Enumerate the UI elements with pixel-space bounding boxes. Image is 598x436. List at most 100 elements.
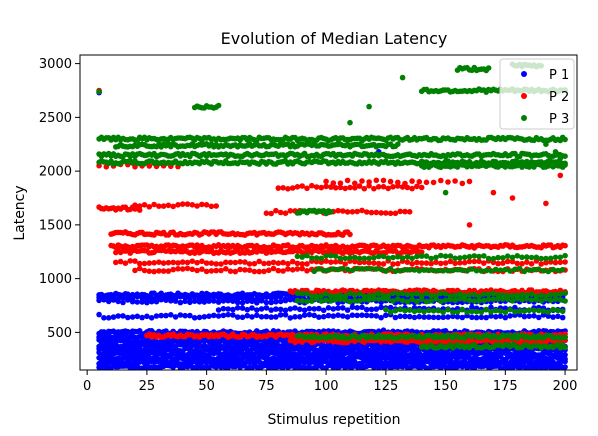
data-point [531, 307, 537, 314]
data-point [189, 266, 196, 273]
data-point [414, 183, 420, 190]
data-point [156, 203, 162, 209]
data-point [320, 267, 327, 274]
data-point [390, 184, 396, 190]
data-point [194, 267, 200, 274]
data-point [409, 261, 415, 267]
data-point [438, 298, 444, 305]
y-tick-label: 2000 [39, 165, 72, 180]
data-point [404, 291, 411, 298]
data-point [304, 298, 310, 305]
data-point [536, 266, 542, 273]
data-point [406, 313, 413, 320]
data-point [201, 314, 208, 320]
data-point [309, 255, 315, 261]
data-point [375, 260, 382, 267]
data-point [399, 290, 406, 297]
data-point [552, 254, 559, 261]
data-point [356, 291, 363, 297]
data-point [519, 296, 525, 303]
series-p1 [96, 89, 568, 370]
data-point [466, 253, 473, 260]
data-point [227, 259, 234, 266]
data-point [552, 149, 559, 155]
data-point [483, 314, 490, 321]
data-point [263, 210, 270, 216]
data-point [404, 253, 411, 260]
data-point [218, 267, 224, 274]
data-point [270, 259, 277, 266]
data-point [215, 299, 222, 305]
data-point [395, 253, 401, 260]
data-point [442, 291, 449, 297]
data-point [160, 260, 167, 266]
data-point [550, 306, 556, 313]
data-point [301, 312, 308, 319]
data-point [273, 306, 279, 312]
data-point [378, 266, 384, 273]
data-point [409, 255, 415, 262]
data-point [287, 296, 294, 303]
x-tick-label: 75 [258, 379, 275, 394]
data-point [361, 259, 368, 266]
data-point [179, 266, 186, 272]
data-point [199, 266, 205, 273]
data-point [244, 312, 251, 319]
data-point [375, 184, 382, 190]
data-point [430, 308, 437, 314]
data-point [450, 267, 456, 274]
data-point [134, 293, 141, 300]
data-point [196, 314, 203, 321]
x-tick-label: 25 [139, 379, 156, 394]
data-point [483, 267, 490, 274]
data-point [481, 297, 487, 304]
data-point [172, 314, 179, 320]
data-point [562, 252, 568, 259]
data-point [380, 183, 387, 190]
data-point [101, 315, 107, 321]
y-axis-label: Latency [12, 185, 28, 240]
data-point [490, 189, 497, 196]
data-point [289, 185, 296, 191]
data-point [273, 314, 279, 320]
data-point [495, 254, 501, 261]
data-point [304, 185, 310, 192]
data-point [309, 298, 315, 304]
data-point [524, 259, 530, 266]
data-point [165, 202, 172, 209]
data-point [227, 268, 234, 275]
data-point [177, 299, 184, 306]
data-point [332, 296, 339, 303]
data-point [330, 266, 337, 272]
data-point [268, 295, 275, 301]
data-point [280, 185, 286, 191]
data-point [277, 306, 284, 313]
data-point [481, 291, 487, 298]
data-point [363, 306, 370, 313]
data-point [473, 308, 480, 315]
data-point [361, 296, 368, 303]
data-point [144, 299, 150, 306]
data-point [361, 255, 368, 262]
data-point [249, 314, 255, 320]
data-point [320, 307, 327, 314]
data-point [373, 306, 380, 312]
data-point [299, 265, 306, 272]
data-point [466, 297, 473, 304]
data-point [239, 295, 246, 302]
data-point [411, 314, 418, 321]
data-point [469, 308, 475, 315]
data-point [323, 253, 329, 259]
data-point [249, 305, 255, 311]
data-point [562, 162, 568, 168]
data-point [375, 290, 382, 297]
data-point [368, 306, 375, 313]
data-point [232, 268, 239, 275]
data-point [136, 265, 143, 272]
data-point [445, 267, 451, 274]
data-point [504, 253, 511, 259]
data-point [406, 267, 413, 273]
data-point [344, 209, 351, 215]
data-point [359, 207, 365, 214]
